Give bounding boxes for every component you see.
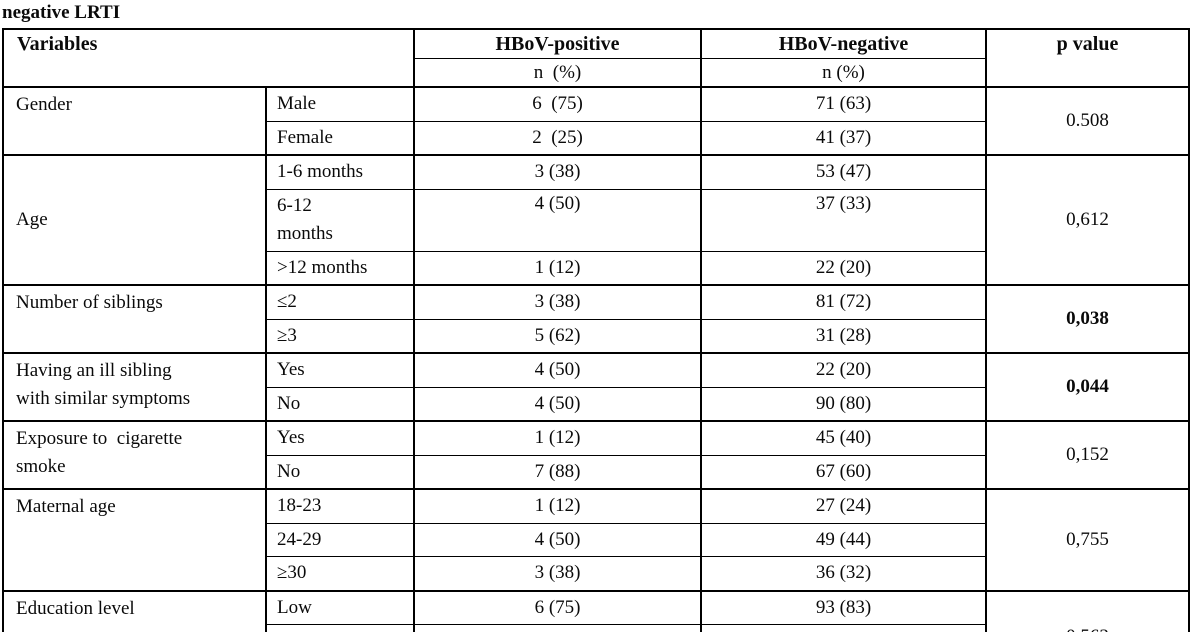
p-value-cell: 0,038	[986, 284, 1190, 353]
negative-n-percent-subheader: n (%)	[701, 58, 988, 88]
category-cell: ≥3	[266, 318, 416, 353]
hbov-positive-header: HBoV-positive	[414, 29, 703, 59]
variable-name-cell: Exposure to cigarette smoke	[3, 420, 267, 489]
hbov-negative-header: HBoV-negative	[701, 29, 988, 59]
hbov-positive-value-cell: 3 (38)	[414, 284, 703, 319]
table-row: Gender Male 6 (75) 71 (63) 0.508	[3, 86, 1190, 155]
hbov-positive-value-cell: 1 (12)	[414, 250, 703, 285]
hbov-negative-value-cell: 49 (44)	[701, 522, 988, 557]
category-cell: 6-12 months	[266, 188, 416, 251]
table-caption: negative LRTI	[2, 2, 121, 23]
table-row: ≥3 5 (62) 31 (28)	[3, 318, 1189, 353]
hbov-positive-value-cell: 4 (50)	[414, 522, 703, 557]
category-cell: 18-23	[266, 488, 416, 523]
category-cell: High	[266, 624, 416, 632]
category-cell: Female	[266, 120, 416, 155]
hbov-negative-value-cell: 31 (28)	[701, 318, 988, 353]
hbov-positive-value-cell: 3 (38)	[414, 556, 703, 591]
table-row: Having an ill sibling with similar sympt…	[3, 352, 1190, 421]
hbov-negative-value-cell: 36 (32)	[701, 556, 988, 591]
hbov-positive-value-cell: 5 (62)	[414, 318, 703, 353]
table-body: Gender Male 6 (75) 71 (63) 0.508 Female 2 (25)…	[3, 86, 1190, 632]
hbov-positive-value-cell: 6 (75)	[414, 86, 703, 121]
variable-name-cell: Having an ill sibling with similar sympt…	[3, 352, 267, 421]
hbov-negative-value-cell: 27 (24)	[701, 488, 988, 523]
category-cell: 1-6 months	[266, 154, 416, 189]
table-header: Variables HBoV-positive HBoV-negative p …	[3, 29, 1190, 88]
table-row: No 7 (88) 67 (60)	[3, 454, 1189, 489]
table-row: Number of siblings ≤2 3 (38) 81 (72) 0,038	[3, 284, 1190, 353]
hbov-negative-value-cell: 71 (63)	[701, 86, 988, 121]
hbov-negative-value-cell: 53 (47)	[701, 154, 988, 189]
category-cell: Male	[266, 86, 416, 121]
hbov-positive-value-cell: 6 (75)	[414, 589, 703, 625]
variable-name-cell: Number of siblings	[3, 284, 267, 353]
p-value-cell: 0,612	[986, 154, 1190, 285]
hbov-negative-value-cell: 41 (37)	[701, 120, 988, 155]
hbov-positive-value-cell: 1 (12)	[414, 488, 703, 523]
p-value-cell: 0,152	[986, 420, 1190, 489]
hbov-negative-value-cell: 90 (80)	[701, 386, 988, 421]
hbov-positive-value-cell: 3 (38)	[414, 154, 703, 189]
category-cell: Yes	[266, 420, 416, 455]
variable-name-cell: Education level	[3, 589, 267, 632]
variable-name-cell: Gender	[3, 86, 267, 155]
category-cell: No	[266, 454, 416, 489]
table-row: No 4 (50) 90 (80)	[3, 386, 1189, 421]
variables-header: Variables	[3, 29, 416, 88]
table-row: 24-29 4 (50) 49 (44)	[3, 522, 1189, 557]
p-value-cell: 0.508	[986, 86, 1190, 155]
category-cell: >12 months	[266, 250, 416, 285]
hbov-positive-value-cell: 4 (50)	[414, 188, 703, 251]
category-cell: ≤2	[266, 284, 416, 319]
hbov-positive-value-cell: 2 (25)	[414, 624, 703, 632]
p-value-cell: 0,044	[986, 352, 1190, 421]
p-value-cell: 0,755	[986, 488, 1190, 591]
table-row: Female 2 (25) 41 (37)	[3, 120, 1189, 155]
hbov-negative-value-cell: 93 (83)	[701, 589, 988, 625]
hbov-negative-value-cell: 22 (20)	[701, 352, 988, 387]
category-cell: Low	[266, 589, 416, 625]
positive-n-percent-subheader: n (%)	[414, 58, 703, 88]
hbov-negative-value-cell: 37 (33)	[701, 188, 988, 251]
p-value-cell: 0,563	[986, 589, 1190, 632]
hbov-positive-value-cell: 1 (12)	[414, 420, 703, 455]
hbov-positive-value-cell: 4 (50)	[414, 386, 703, 421]
hbov-negative-value-cell: 67 (60)	[701, 454, 988, 489]
p-value-header: p value	[986, 29, 1190, 88]
table-row: Exposure to cigarette smoke Yes 1 (12) 45 (…	[3, 420, 1190, 489]
category-cell: ≥30	[266, 556, 416, 591]
hbov-negative-value-cell: 45 (40)	[701, 420, 988, 455]
hbov-negative-value-cell: 81 (72)	[701, 284, 988, 319]
category-cell: No	[266, 386, 416, 421]
category-cell: Yes	[266, 352, 416, 387]
hbov-positive-value-cell: 4 (50)	[414, 352, 703, 387]
hbov-positive-value-cell: 2 (25)	[414, 120, 703, 155]
comparison-table: Variables HBoV-positive HBoV-negative p …	[2, 28, 1190, 632]
hbov-positive-value-cell: 7 (88)	[414, 454, 703, 489]
table-row: Age 1-6 months 3 (38) 53 (47) 0,612	[3, 154, 1190, 285]
table-row: High2 (25)19 (17)	[3, 624, 1189, 632]
hbov-negative-value-cell: 22 (20)	[701, 250, 988, 285]
category-cell: 24-29	[266, 522, 416, 557]
table-row: 6-12 months 4 (50) 37 (33)	[3, 188, 1189, 251]
table-row: >12 months 1 (12) 22 (20)	[3, 250, 1189, 285]
hbov-negative-value-cell: 19 (17)	[701, 624, 988, 632]
variable-name-cell: Age	[3, 154, 267, 285]
table-row: Maternal age 18-23 1 (12) 27 (24) 0,755	[3, 488, 1190, 591]
variable-name-cell: Maternal age	[3, 488, 267, 591]
table-row: ≥30 3 (38) 36 (32)	[3, 556, 1189, 591]
